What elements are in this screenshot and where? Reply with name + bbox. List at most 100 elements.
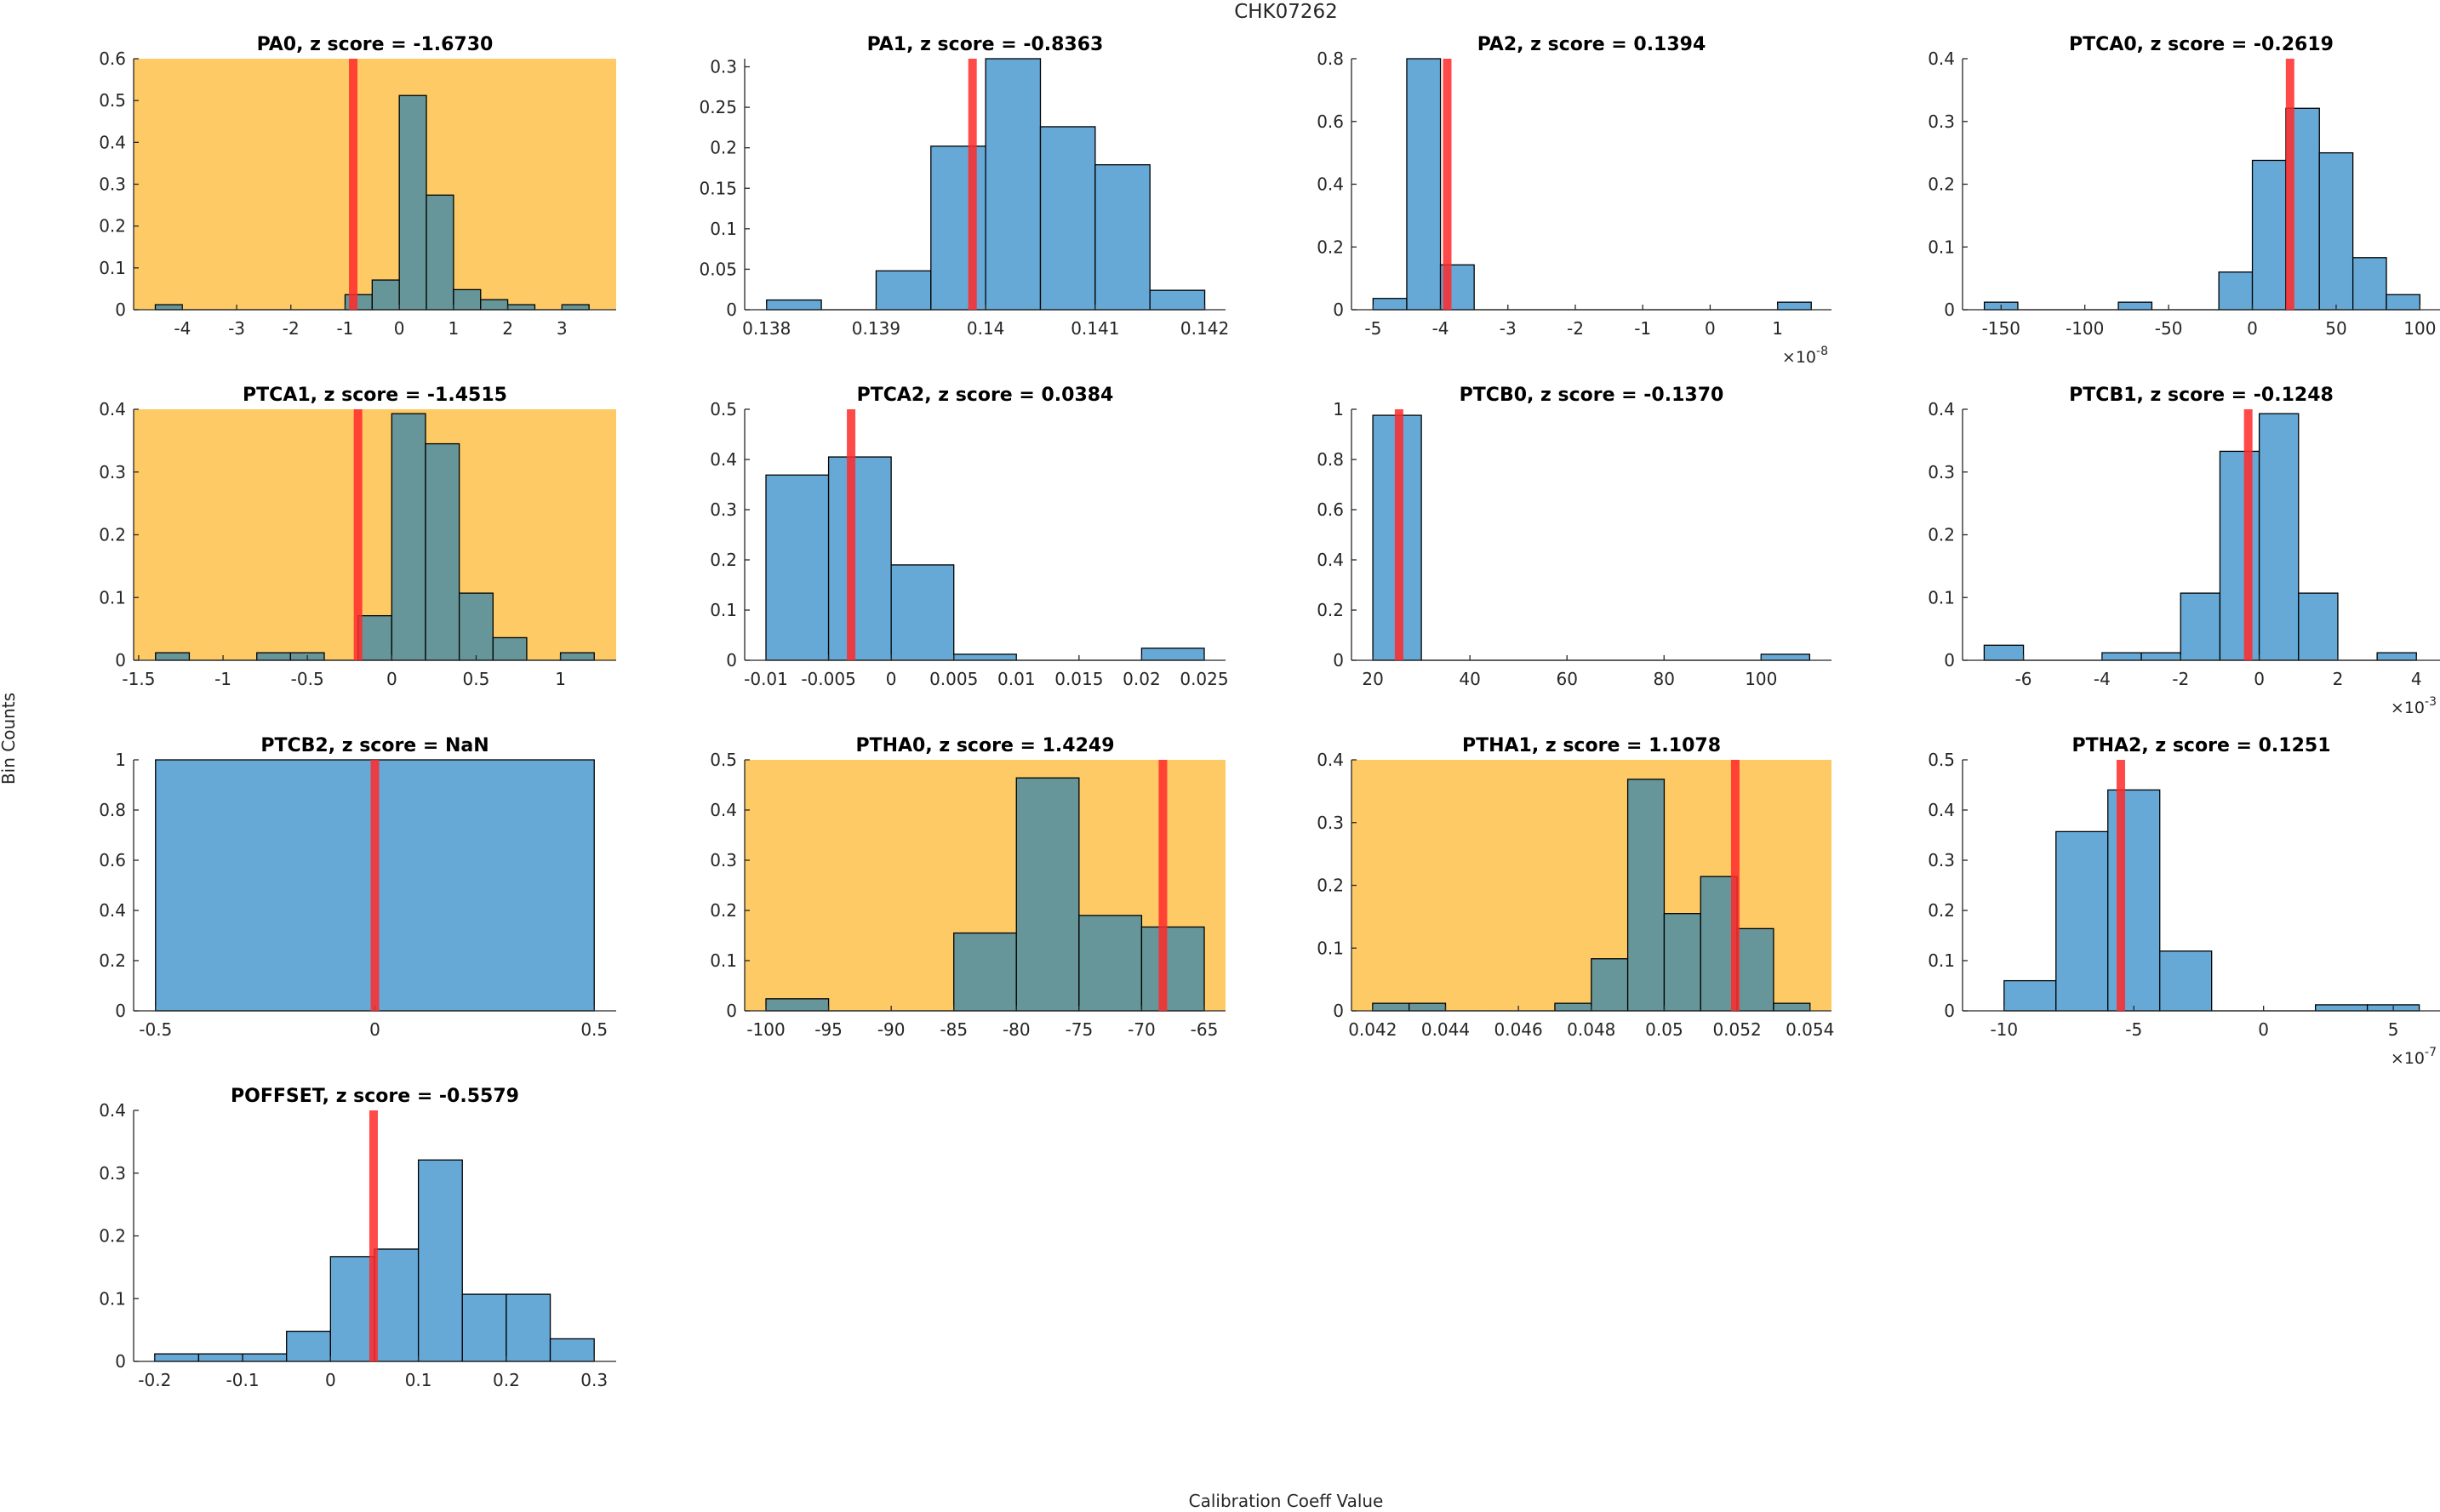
subplot-pa1: 0 0.05 0.1 0.15 0.2 0.25 0.3 0.138 0.139 0.14 0.14… [699,34,1229,339]
subplot-ptha0: 0 0.1 0.2 0.3 0.4 0.5 -100 -95 -90 -85 -80 -75 -70 -6… [710,735,1226,1040]
current-value-marker [1158,760,1168,1011]
subplot-title: PTCA1, z score = -1.4515 [243,385,507,406]
x-exponent-label: ×10-8 [1782,345,1828,367]
histogram-bar [480,299,509,311]
x-tick-label: -100 [2066,318,2104,339]
histogram-bar [953,653,1017,661]
histogram-bar [561,304,590,311]
histogram-bar [398,94,427,311]
y-tick-label: 0.1 [1317,938,1344,958]
x-tick-label: 0.3 [580,1370,608,1390]
y-tick-label: 0.3 [710,499,737,520]
subplot-pa0: 0 0.1 0.2 0.3 0.4 0.5 0.6 -4 -3 -2 -1 0 1 2 3 PA0, z sc… [99,34,616,339]
y-tick-label: 0.5 [710,750,737,770]
x-tick-label: 40 [1459,669,1480,689]
current-value-marker [1443,59,1452,310]
x-tick-label: 0.139 [852,318,900,339]
x-tick-label: -1 [336,318,353,339]
histogram-bar [391,413,426,661]
y-tick-label: 0.1 [99,1288,126,1309]
x-tick-label: -2 [1567,318,1584,339]
x-tick-label: -0.5 [291,669,324,689]
histogram-bar [2318,151,2354,311]
histogram-bar [197,1353,243,1362]
y-tick-label: 0.3 [99,174,126,195]
y-tick-label: 0.1 [99,258,126,278]
histogram-bar [1140,926,1205,1012]
y-tick-label: 0 [1944,650,1955,670]
histogram-bar [2159,950,2213,1012]
x-tick-label: -4 [2094,669,2111,689]
x-tick-label: -1.5 [122,669,155,689]
subplot-ptcb2: 0 0.2 0.4 0.6 0.8 1 -0.5 0 0.5 PTCB2, z score = N… [99,735,616,1040]
histogram-bar [2258,413,2300,661]
subplot-title: PA1, z score = -0.8363 [867,34,1104,55]
y-tick-label: 0.1 [710,950,737,971]
subplot-poffset: 0 0.1 0.2 0.3 0.4 -0.2 -0.1 0 0.1 0.2 0.3 POFFSET, … [99,1086,616,1390]
histogram-bar [2117,301,2153,311]
exponent-value: -8 [1816,345,1828,358]
histogram-bar [425,442,460,661]
histogram-bar [1372,1002,1410,1012]
histogram-bar [985,58,1042,311]
current-value-marker [369,1110,378,1361]
x-tick-label: 0.05 [1645,1019,1683,1040]
histogram-bar [2351,257,2387,311]
y-tick-label: 0.25 [699,97,737,117]
subplot-title: PTCB0, z score = -0.1370 [1460,385,1724,406]
x-tick-label: 0.141 [1071,318,1119,339]
histogram-bar [1140,648,1205,661]
histogram-bar [766,299,822,311]
y-tick-label: 0.3 [710,850,737,870]
histogram-bar [2376,652,2417,661]
y-tick-label: 0.6 [99,850,126,870]
y-tick-label: 0.8 [1317,449,1344,470]
histogram-bar [329,1256,375,1362]
x-axis-label: Calibration Coeff Value [1189,1491,1384,1511]
subplot-ptha1: 0 0.1 0.2 0.3 0.4 0.042 0.044 0.046 0.048 0.05 0.0… [1317,735,1834,1040]
histogram-bar [154,1353,200,1362]
y-tick-label: 1 [1333,399,1344,419]
y-tick-label: 0.2 [710,550,737,570]
current-value-marker [2285,59,2294,310]
histogram-bar [155,652,191,661]
histogram-bar [2107,789,2161,1012]
x-tick-label: -5 [2125,1019,2142,1040]
current-value-marker [968,59,977,310]
x-tick-label: 4 [2411,669,2422,689]
y-tick-label: 0.4 [1928,399,1955,419]
histogram-bar [890,564,955,661]
histogram-bar [2180,592,2221,661]
subplot-title: PTCB2, z score = NaN [260,735,489,756]
y-tick-label: 0.4 [1317,174,1344,195]
histogram-bar [2251,159,2287,311]
exponent-value: -7 [2425,1046,2437,1059]
y-tick-label: 0.2 [99,525,126,545]
subplot-title: POFFSET, z score = -0.5579 [231,1086,519,1107]
x-tick-label: -0.1 [226,1370,260,1390]
x-tick-label: -6 [2015,669,2032,689]
histogram-bar [1372,298,1408,311]
histogram-bar [1078,915,1143,1012]
subplot-title: PTHA1, z score = 1.1078 [1462,735,1721,756]
y-tick-label: 0.2 [1928,525,1955,545]
subplot-title: PTCB1, z score = -0.1248 [2069,385,2334,406]
subplot-ptha2: 0 0.1 0.2 0.3 0.4 0.5 -10 -5 0 5 ×10-7 PTHA2, z sco… [1928,735,2440,1068]
x-tick-label: -3 [228,318,245,339]
y-tick-label: 0.4 [99,900,126,921]
y-axis-label: Bin Counts [0,693,19,785]
histogram-bar [1736,927,1774,1012]
x-tick-label: 0.14 [967,318,1005,339]
subplot-title: PTHA0, z score = 1.4249 [855,735,1114,756]
y-tick-label: 0.5 [99,90,126,111]
x-tick-label: 50 [2325,318,2346,339]
y-tick-label: 0.3 [1928,462,1955,482]
y-tick-label: 0.4 [99,399,126,419]
x-tick-label: 0.02 [1123,669,1161,689]
histogram-bar [559,652,595,661]
y-tick-label: 0.2 [710,900,737,921]
x-tick-label: -0.01 [744,669,788,689]
y-tick-label: 0.1 [710,219,737,239]
